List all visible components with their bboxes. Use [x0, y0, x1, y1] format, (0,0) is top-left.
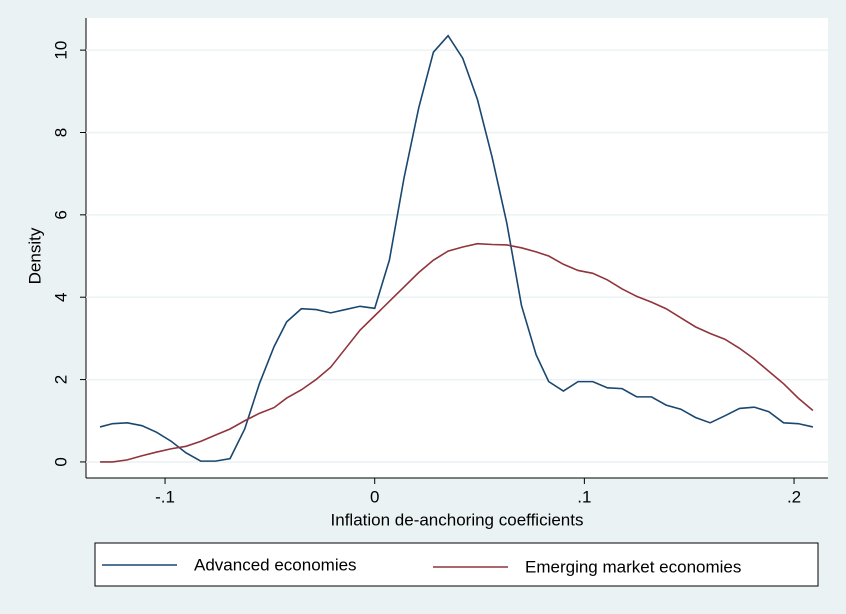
legend-box — [94, 542, 819, 587]
series-line — [99, 34, 814, 462]
legend-label: Advanced economies — [194, 555, 357, 574]
y-tick-label: 0 — [51, 457, 70, 466]
y-tick-label: 10 — [51, 41, 70, 60]
series-line — [100, 242, 814, 463]
x-axis-title: Inflation de-anchoring coefficients — [331, 510, 584, 529]
y-tick-label: 6 — [51, 210, 70, 219]
y-axis-title: Density — [25, 227, 44, 284]
x-tick-label: -.1 — [155, 487, 175, 506]
legend-label: Emerging market economies — [525, 557, 741, 576]
x-tick-label: .2 — [787, 487, 801, 506]
x-tick-label: 0 — [370, 487, 379, 506]
y-tick-label: 2 — [51, 375, 70, 384]
x-tick-label: .1 — [577, 487, 591, 506]
y-tick-label: 4 — [51, 292, 70, 301]
y-tick-label: 8 — [51, 128, 70, 137]
